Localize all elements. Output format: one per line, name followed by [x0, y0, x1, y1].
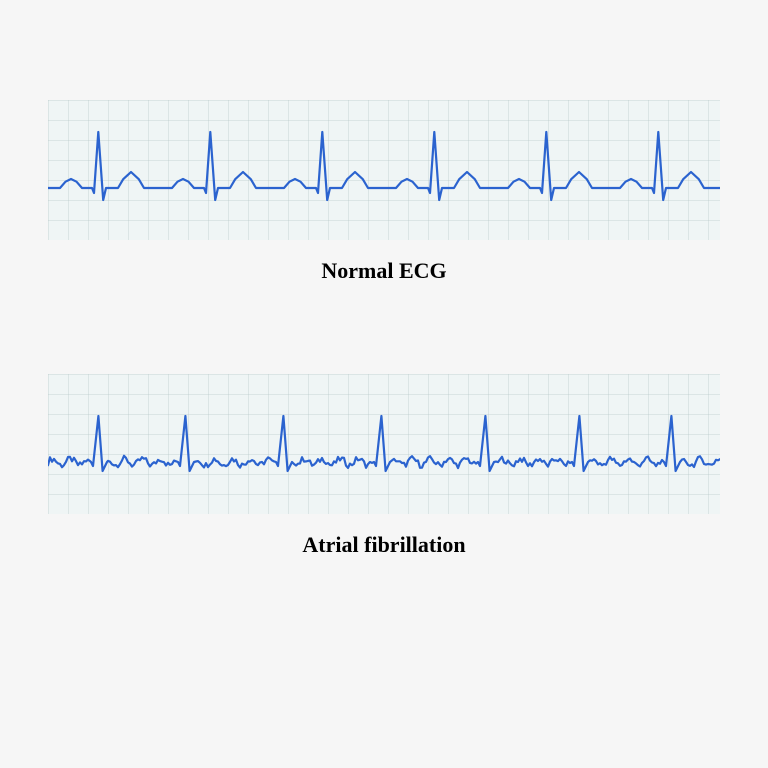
normal-ecg-panel [48, 100, 720, 240]
normal-ecg-trace [48, 100, 720, 240]
afib-ecg-panel [48, 374, 720, 514]
afib-ecg-label: Atrial fibrillation [302, 532, 465, 558]
afib-ecg-trace [48, 374, 720, 514]
normal-ecg-label: Normal ECG [321, 258, 446, 284]
